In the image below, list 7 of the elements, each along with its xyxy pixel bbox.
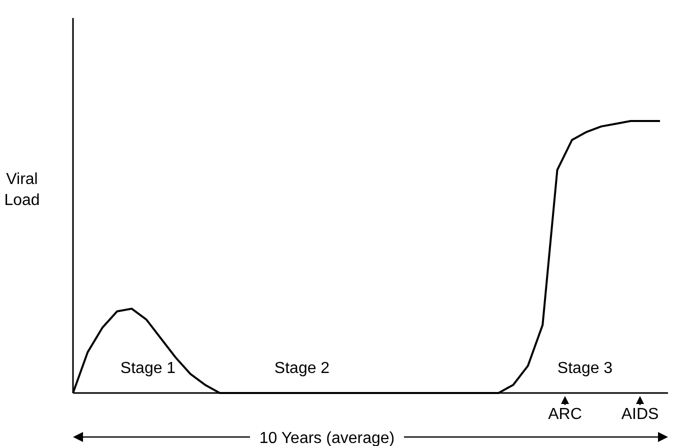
- x-axis-title: 10 Years (average): [259, 430, 395, 446]
- text: ARC: [548, 406, 582, 423]
- annotation: Stage 2: [274, 360, 330, 377]
- annotation: Stage 1: [120, 360, 176, 377]
- y-axis-title: Viral Load: [4, 171, 40, 209]
- text: AIDS: [621, 406, 659, 423]
- annotation: Stage 3: [557, 360, 613, 377]
